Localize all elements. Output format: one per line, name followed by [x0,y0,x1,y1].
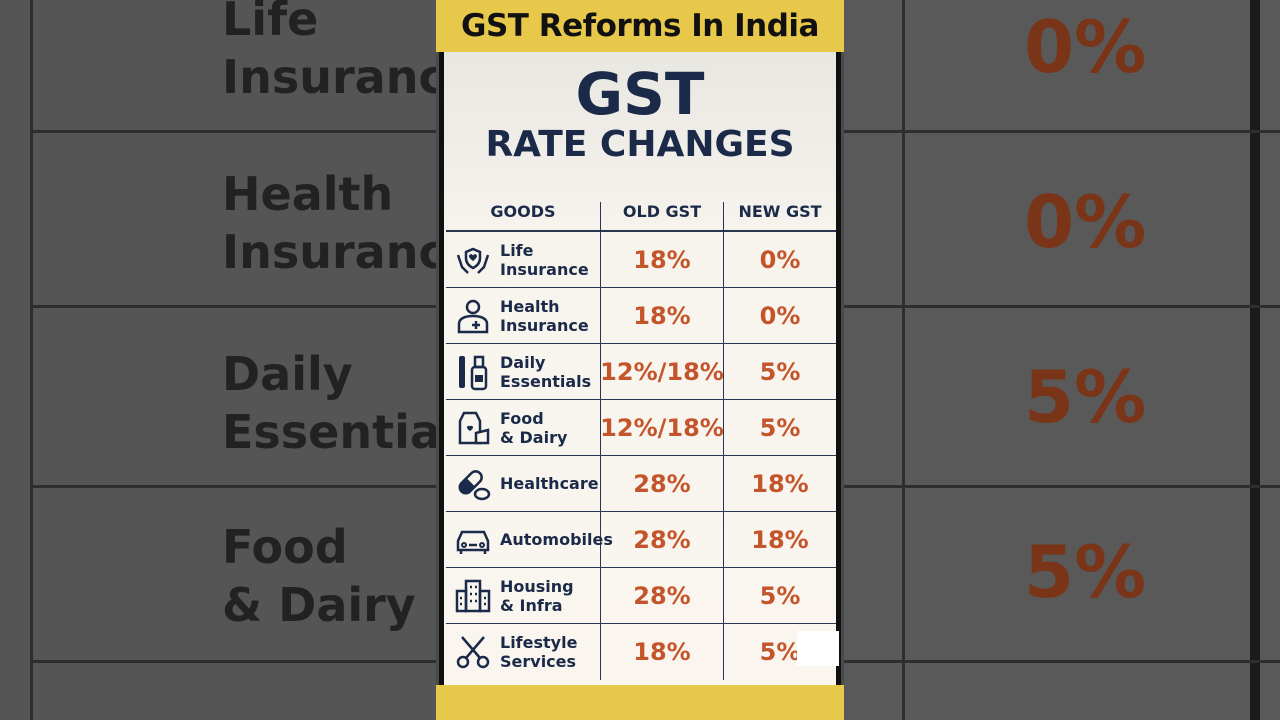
bg-rate: 5% [1024,530,1147,614]
comb-bottle-icon [459,355,488,390]
header-goods: GOODS [446,202,601,230]
old-gst-cell: 12%/18% [600,344,724,399]
old-gst-rate: 28% [633,469,691,498]
blurred-background-left: Life Insurance Health Insurance Daily Es… [0,0,436,720]
old-gst-cell: 18% [601,624,724,680]
bg-rate: 0% [1024,5,1147,89]
old-gst-rate: 28% [633,525,691,554]
old-gst-cell: 28% [601,456,724,511]
table-row: Daily Essentials 12%/18% 5% [446,344,836,400]
goods-cell: Automobiles [446,512,613,567]
scissors-icon [456,636,490,669]
new-gst-rate: 0% [759,245,801,274]
bg-label: Health Insurance [222,167,436,279]
new-gst-rate: 5% [759,581,801,610]
blurred-background-right: 0% 0% 5% 5% [844,0,1280,720]
table-row: Food & Dairy 12%/18% 5% [446,400,836,456]
bg-rate: 0% [1024,180,1147,264]
goods-cell: Healthcare [446,456,601,511]
old-gst-cell: 28% [601,512,724,567]
goods-name: Healthcare [500,474,599,493]
building-icon [455,579,491,612]
table-row: Healthcare 28% 18% [446,456,836,512]
goods-cell: Life Insurance [446,232,601,287]
goods-cell: Daily Essentials [446,344,601,399]
goods-name: Housing & Infra [500,576,574,615]
video-title-banner: GST Reforms In India [436,0,844,52]
old-gst-cell: 18% [601,232,724,287]
old-gst-cell: 28% [601,568,724,623]
old-gst-rate: 12%/18% [600,357,724,386]
gst-infographic: GST RATE CHANGES GOODS OLD GST NEW GST L… [439,52,841,685]
bg-label: Daily Essentials [222,347,436,459]
car-icon [456,530,490,554]
new-gst-cell: 5% [724,624,836,680]
new-gst-rate: 0% [759,301,801,330]
new-gst-rate: 5% [759,413,801,442]
table-header: GOODS OLD GST NEW GST [444,202,836,230]
goods-cell: Health Insurance [446,288,601,343]
old-gst-cell: 18% [601,288,724,343]
person-medical-icon [457,299,489,333]
new-gst-cell: 0% [724,288,836,343]
pill-icon [458,469,491,500]
table-row: Automobiles 28% 18% [446,512,836,568]
table-row: Life Insurance 18% 0% [446,232,836,288]
new-gst-rate: 18% [751,469,809,498]
goods-name: Life Insurance [500,240,589,279]
new-gst-cell: 5% [724,344,836,399]
new-gst-cell: 0% [724,232,836,287]
infographic-title: GST [575,60,705,128]
new-gst-rate: 5% [759,357,801,386]
old-gst-rate: 12%/18% [600,413,724,442]
new-gst-rate: 18% [751,525,809,554]
goods-name: Automobiles [500,530,613,549]
goods-cell: Lifestyle Services [446,624,601,680]
new-gst-rate: 5% [759,638,801,666]
goods-cell: Food & Dairy [446,400,601,455]
header-old-gst: OLD GST [601,202,724,230]
new-gst-cell: 5% [724,400,836,455]
goods-name: Daily Essentials [500,352,592,391]
old-gst-rate: 18% [633,638,691,666]
table-row: Lifestyle Services 18% 5% [446,624,836,680]
goods-cell: Housing & Infra [446,568,601,623]
bg-label: Life Insurance [222,0,436,104]
old-gst-rate: 28% [633,581,691,610]
bottom-banner [436,685,844,720]
hands-heart-icon [456,247,490,274]
new-gst-cell: 18% [724,456,836,511]
goods-name: Health Insurance [500,296,589,335]
overlay-patch [797,631,839,666]
milk-cheese-icon [458,411,490,444]
old-gst-rate: 18% [633,245,691,274]
goods-name: Lifestyle Services [500,633,578,671]
goods-name: Food & Dairy [500,408,568,447]
bg-rate: 5% [1024,355,1147,439]
new-gst-cell: 18% [724,512,836,567]
bg-label: Food & Dairy [222,520,416,632]
old-gst-cell: 12%/18% [600,400,724,455]
rates-table: Life Insurance 18% 0% Health Insurance 18% 0%… [446,230,836,680]
table-row: Housing & Infra 28% 5% [446,568,836,624]
header-new-gst: NEW GST [738,202,822,221]
table-row: Health Insurance 18% 0% [446,288,836,344]
new-gst-cell: 5% [724,568,836,623]
infographic-subtitle: RATE CHANGES [485,124,795,165]
old-gst-rate: 18% [633,301,691,330]
